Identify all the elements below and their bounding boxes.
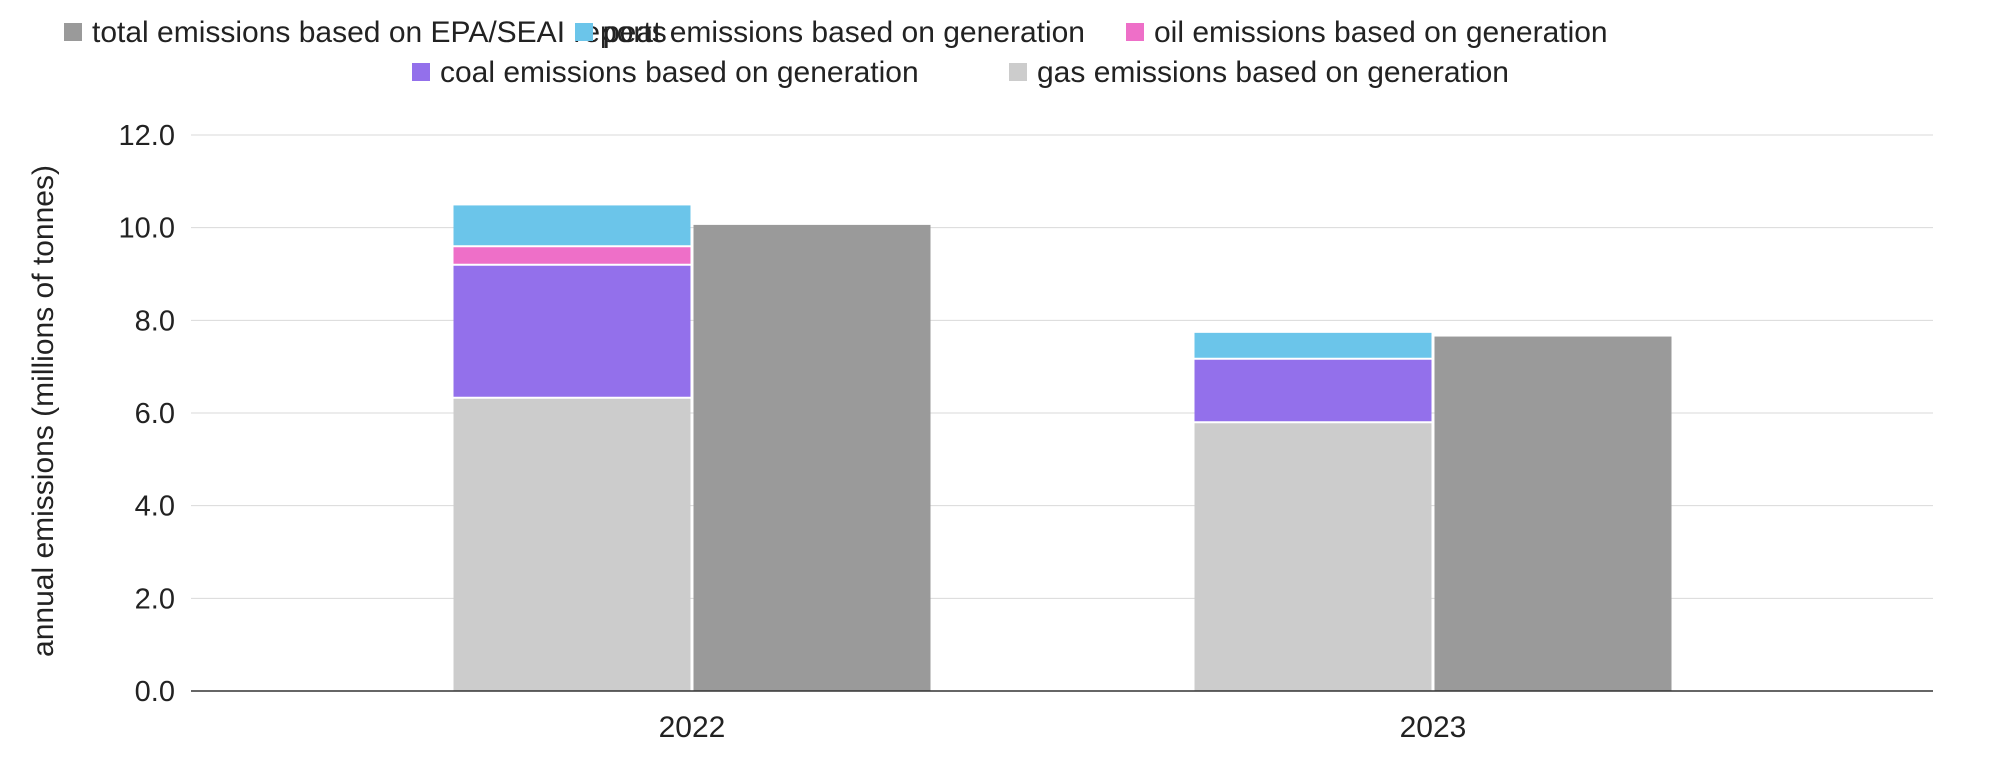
bar-oil-emissions-based-on-generation-2022 bbox=[453, 246, 691, 265]
bar-peat-emissions-based-on-generation-2022 bbox=[453, 205, 691, 247]
y-tick-label: 0.0 bbox=[135, 676, 175, 708]
bar-coal-emissions-based-on-generation-2023 bbox=[1194, 358, 1432, 423]
bar-total-2023 bbox=[1434, 336, 1672, 691]
y-axis-label: annual emissions (millions of tonnes) bbox=[27, 165, 60, 657]
x-tick-label-2022: 2022 bbox=[659, 711, 726, 744]
bar-peat-emissions-based-on-generation-2023 bbox=[1194, 332, 1432, 359]
legend-swatch-total-emissions-based-on-epa-seai-reports bbox=[64, 23, 82, 41]
legend: total emissions based on EPA/SEAI report… bbox=[64, 16, 1608, 89]
bars bbox=[453, 205, 1672, 692]
bar-gas-emissions-based-on-generation-2022 bbox=[453, 397, 691, 691]
legend-swatch-oil-emissions-based-on-generation bbox=[1126, 23, 1144, 41]
y-tick-label: 4.0 bbox=[135, 491, 175, 523]
x-tick-label-2023: 2023 bbox=[1400, 711, 1467, 744]
legend-label-oil-emissions-based-on-generation: oil emissions based on generation bbox=[1154, 16, 1608, 49]
legend-swatch-peat-emissions-based-on-generation bbox=[575, 23, 593, 41]
legend-swatch-coal-emissions-based-on-generation bbox=[412, 63, 430, 81]
legend-label-peat-emissions-based-on-generation: peat emissions based on generation bbox=[603, 16, 1085, 49]
legend-label-total-emissions-based-on-epa-seai-reports: total emissions based on EPA/SEAI report… bbox=[92, 16, 667, 49]
y-tick-label: 10.0 bbox=[119, 213, 175, 245]
gridlines bbox=[191, 134, 1933, 599]
y-tick-label: 2.0 bbox=[135, 583, 175, 615]
y-axis-ticks: 0.0 2.0 4.0 6.0 8.0 10.0 12.0 bbox=[119, 120, 175, 708]
legend-swatch-gas-emissions-based-on-generation bbox=[1009, 63, 1027, 81]
y-tick-label: 12.0 bbox=[119, 120, 175, 152]
bar-gas-emissions-based-on-generation-2023 bbox=[1194, 422, 1432, 691]
legend-label-gas-emissions-based-on-generation: gas emissions based on generation bbox=[1037, 56, 1509, 89]
bar-coal-emissions-based-on-generation-2022 bbox=[453, 264, 691, 398]
bar-total-2022 bbox=[693, 224, 931, 692]
x-axis-ticks: 2022 2023 bbox=[659, 711, 1467, 744]
legend-label-coal-emissions-based-on-generation: coal emissions based on generation bbox=[440, 56, 919, 89]
y-tick-label: 6.0 bbox=[135, 398, 175, 430]
y-tick-label: 8.0 bbox=[135, 305, 175, 337]
